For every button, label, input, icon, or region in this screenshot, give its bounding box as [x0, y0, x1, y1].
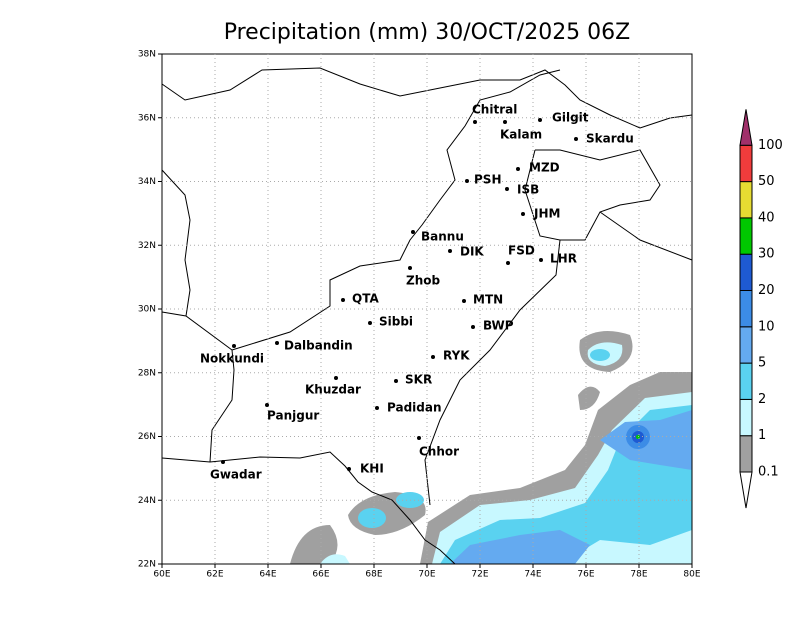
colorbar-label: 100	[758, 138, 783, 153]
city-marker	[538, 118, 542, 122]
city-marker	[521, 212, 525, 216]
colorbar-box	[739, 362, 753, 400]
city-marker	[448, 249, 452, 253]
colorbar-label: 30	[758, 247, 775, 262]
city-marker	[347, 467, 351, 471]
y-tick-label: 38N	[138, 50, 156, 60]
y-tick-label: 36N	[138, 113, 156, 123]
city-label: Khuzdar	[305, 383, 361, 397]
colorbar-label: 10	[758, 319, 775, 334]
city-marker	[334, 376, 338, 380]
city-label: Panjgur	[267, 409, 319, 423]
x-tick-label: 60E	[153, 570, 170, 580]
city-marker	[539, 258, 543, 262]
x-tick-label: 72E	[471, 570, 488, 580]
city-marker	[265, 403, 269, 407]
colorbar-box	[739, 435, 753, 473]
x-tick-label: 64E	[259, 570, 276, 580]
y-tick-label: 34N	[138, 177, 156, 187]
x-tick-label: 70E	[418, 570, 435, 580]
colorbar-box	[739, 217, 753, 255]
y-tick-label: 24N	[138, 496, 156, 506]
city-label: LHR	[550, 252, 577, 266]
city-marker	[431, 355, 435, 359]
city-label: Dalbandin	[284, 339, 353, 353]
colorbar-box	[739, 253, 753, 291]
colorbar-label: 40	[758, 210, 775, 225]
x-tick-label: 80E	[683, 570, 700, 580]
colorbar-box	[739, 398, 753, 437]
city-marker	[368, 321, 372, 325]
city-label: Gilgit	[552, 111, 589, 125]
colorbar-label: 2	[758, 392, 766, 407]
city-marker	[516, 167, 520, 171]
y-tick-label: 30N	[138, 305, 156, 315]
colorbar-box	[739, 326, 753, 364]
city-marker	[574, 137, 578, 141]
colorbar-label: 1	[758, 428, 766, 443]
colorbar-label: 50	[758, 174, 775, 189]
city-marker	[505, 187, 509, 191]
x-tick-label: 76E	[577, 570, 594, 580]
city-label: QTA	[352, 292, 379, 306]
borders	[161, 67, 693, 565]
city-marker	[394, 379, 398, 383]
city-marker	[462, 299, 466, 303]
y-tick-label: 26N	[138, 432, 156, 442]
city-label: Gwadar	[210, 468, 262, 482]
city-marker	[408, 266, 412, 270]
city-marker	[232, 344, 236, 348]
y-tick-label: 32N	[138, 241, 156, 251]
city-marker	[375, 406, 379, 410]
city-marker	[411, 230, 415, 234]
city-label: Kalam	[500, 128, 542, 142]
city-label: BWP	[483, 319, 514, 333]
colorbar-box	[739, 144, 753, 183]
x-tick-label: 74E	[524, 570, 541, 580]
title: Precipitation (mm) 30/OCT/2025 06Z	[224, 20, 631, 45]
city-label: DIK	[460, 245, 484, 259]
city-marker	[503, 120, 507, 124]
city-label: KHI	[360, 462, 384, 476]
city-label: JHM	[533, 207, 560, 221]
city-label: FSD	[508, 244, 535, 258]
city-marker	[465, 179, 469, 183]
x-tick-label: 66E	[312, 570, 329, 580]
x-tick-label: 62E	[206, 570, 223, 580]
city-marker	[341, 298, 345, 302]
city-label: MZD	[529, 161, 560, 175]
city-label: Skardu	[586, 132, 634, 146]
colorbar-arrow	[739, 109, 753, 146]
y-tick-label: 28N	[138, 368, 156, 378]
colorbar-label: 20	[758, 283, 775, 298]
city-label: Bannu	[421, 230, 464, 244]
city-label: Zhob	[406, 274, 440, 288]
colorbar-label: 5	[758, 356, 766, 371]
city-marker	[417, 436, 421, 440]
city-label: RYK	[443, 349, 470, 363]
x-tick-label: 68E	[365, 570, 382, 580]
city-marker	[473, 120, 477, 124]
city-label: Chitral	[472, 103, 517, 117]
city-marker	[471, 325, 475, 329]
city-label: ISB	[517, 183, 539, 197]
city-label: PSH	[474, 173, 501, 187]
city-label: Padidan	[387, 401, 442, 415]
city-marker	[221, 460, 225, 464]
city-label: Sibbi	[379, 315, 413, 329]
city-label: Nokkundi	[200, 352, 264, 366]
precipitation	[290, 331, 692, 564]
city-marker	[506, 261, 510, 265]
city-label: SKR	[405, 373, 432, 387]
city-label: Chhor	[419, 445, 459, 459]
y-tick-label: 22N	[138, 560, 156, 570]
colorbar-box	[739, 290, 753, 328]
x-tick-label: 78E	[630, 570, 647, 580]
colorbar-label: 0.1	[758, 465, 779, 480]
city-marker	[275, 341, 279, 345]
city-label: MTN	[473, 293, 503, 307]
colorbar-box	[739, 181, 753, 219]
